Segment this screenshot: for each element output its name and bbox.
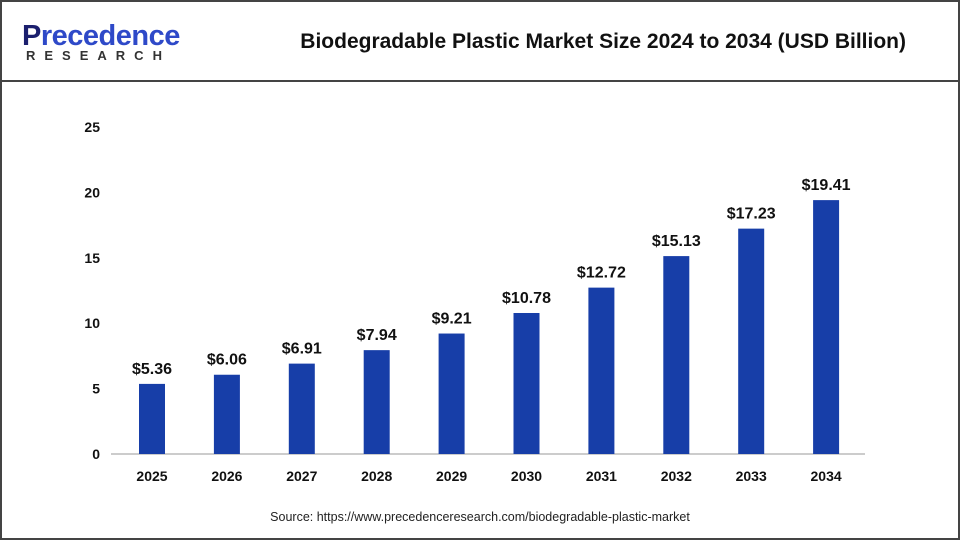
data-label: $19.41 xyxy=(802,177,851,194)
bar-2025 xyxy=(139,383,165,454)
chart-title: Biodegradable Plastic Market Size 2024 t… xyxy=(300,30,906,53)
x-tick-label: 2029 xyxy=(436,468,467,484)
data-label: $7.94 xyxy=(357,327,397,344)
y-tick-label: 0 xyxy=(92,446,100,462)
data-label: $12.72 xyxy=(577,265,626,282)
x-tick-label: 2026 xyxy=(211,468,242,484)
x-tick-label: 2031 xyxy=(586,468,617,484)
x-tick-label: 2034 xyxy=(811,468,842,484)
bar-2030 xyxy=(513,312,540,454)
x-tick-label: 2030 xyxy=(511,468,542,484)
y-tick-label: 5 xyxy=(92,381,100,397)
data-label: $6.91 xyxy=(282,341,322,358)
y-tick-label: 10 xyxy=(84,315,100,331)
header: Precedence RESEARCH Biodegradable Plasti… xyxy=(0,0,960,82)
data-label: $9.21 xyxy=(432,311,472,328)
x-tick-label: 2027 xyxy=(286,468,317,484)
x-tick-label: 2032 xyxy=(661,468,692,484)
y-tick-label: 20 xyxy=(84,184,100,200)
precedence-research-logo: Precedence RESEARCH xyxy=(22,20,180,63)
bar-2032 xyxy=(663,256,690,454)
source-note: Source: https://www.precedenceresearch.c… xyxy=(270,510,690,524)
bar-2034 xyxy=(813,200,840,454)
data-label: $6.06 xyxy=(207,352,247,369)
y-tick-label: 25 xyxy=(84,119,100,135)
bar-2031 xyxy=(588,287,615,454)
data-label: $15.13 xyxy=(652,233,701,250)
y-tick-label: 15 xyxy=(84,250,100,266)
bar-2033 xyxy=(738,228,765,454)
bar-2028 xyxy=(363,350,390,454)
x-tick-label: 2025 xyxy=(136,468,167,484)
data-label: $17.23 xyxy=(727,206,776,223)
bar-2026 xyxy=(213,374,240,454)
x-tick-label: 2033 xyxy=(736,468,767,484)
bar-2029 xyxy=(438,333,465,454)
bar-2027 xyxy=(288,363,315,454)
data-label: $10.78 xyxy=(502,290,551,307)
data-label: $5.36 xyxy=(132,361,172,378)
x-tick-label: 2028 xyxy=(361,468,392,484)
